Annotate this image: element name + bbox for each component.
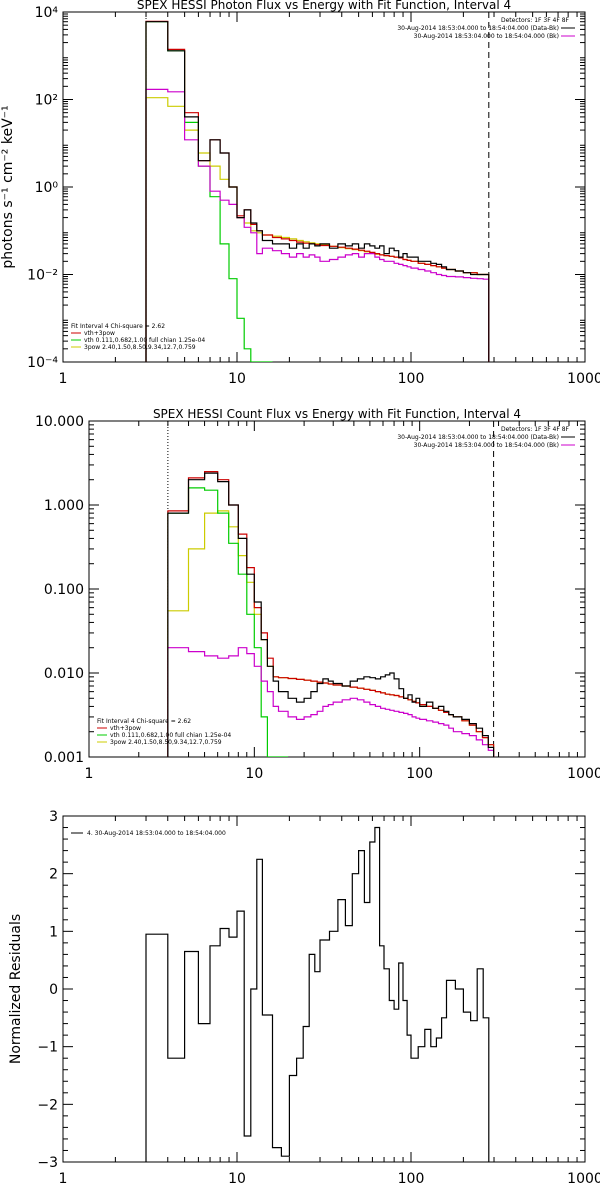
plot-frame (62, 815, 586, 1163)
series-line (145, 21, 490, 362)
legend-bottom-left-entry: Fit Interval 4 Chi-square = 2.62 (97, 718, 191, 725)
series-line (145, 20, 490, 362)
x-tick-label: 100 (398, 1171, 425, 1187)
series-line (145, 97, 490, 362)
y-axis-label: photons s⁻¹ cm⁻² keV⁻¹ (0, 105, 16, 268)
series-group (145, 826, 490, 1162)
legend-entry: 4. 30-Aug-2014 18:53:04.000 to 18:54:04.… (87, 830, 226, 837)
legend-bottom-left-entry: vth+3pow (110, 725, 141, 732)
legend-bottom-left-entry: vth 0.111,0.682,1.00 full chian 1.25e-04 (84, 337, 205, 344)
y-tick-label: 0.100 (44, 582, 84, 598)
y-tick-label: 2 (49, 867, 58, 883)
x-tick-label: 10 (245, 766, 263, 782)
y-tick-label: 0.001 (44, 750, 84, 766)
legend-top-right-entry: 30-Aug-2014 18:53:04.000 to 18:54:04.000… (414, 33, 559, 40)
legend-top-right-entry: 30-Aug-2014 18:53:04.000 to 18:54:04.000… (397, 434, 559, 441)
series-line (145, 21, 273, 362)
x-tick-label: 1000 (567, 1171, 600, 1187)
y-tick-label: 10⁴ (35, 5, 59, 21)
legend-top-right-entry: Detectors: 1F 3F 4F 8F (501, 17, 570, 24)
legend-top-right-entry: 30-Aug-2014 18:53:04.000 to 18:54:04.000… (414, 442, 559, 449)
legend-bottom-left-entry: 3pow 2.40,1.50,8.50,9.34,12.7,0.759 (84, 344, 196, 351)
legend-bottom-left-entry: vth 0.111,0.682,1.00 full chian 1.25e-04 (110, 732, 231, 739)
x-tick-label: 1 (59, 1171, 68, 1187)
legend-top-right-entry: Detectors: 1F 3F 4F 8F (501, 426, 570, 433)
y-tick-label: 3 (49, 809, 58, 825)
y-tick-label: 1.000 (44, 498, 84, 514)
plot-frame (62, 11, 586, 363)
y-tick-label: 10⁻² (27, 268, 58, 284)
legend-bottom-left-entry: vth+3pow (84, 330, 115, 337)
x-tick-label: 1 (59, 371, 68, 387)
x-tick-label: 10 (228, 1171, 246, 1187)
y-tick-label: 0 (49, 982, 58, 998)
y-tick-label: 10² (35, 93, 58, 109)
series-line (167, 647, 495, 757)
series-line (167, 510, 495, 757)
x-tick-label: 100 (398, 371, 425, 387)
series-line (167, 471, 495, 757)
x-tick-label: 10 (228, 371, 246, 387)
series-group (167, 471, 495, 757)
y-tick-label: 10⁰ (35, 180, 59, 196)
y-tick-label: 1 (49, 924, 58, 940)
y-tick-label: 10⁻⁴ (27, 355, 58, 371)
x-tick-label: 1000 (567, 766, 600, 782)
y-tick-label: 0.010 (44, 666, 84, 682)
y-tick-label: 10.000 (35, 414, 84, 430)
x-tick-label: 1000 (567, 371, 600, 387)
series-line (167, 487, 289, 757)
plot-frame (88, 420, 586, 758)
y-tick-label: −2 (37, 1097, 58, 1113)
series-line (145, 826, 490, 1162)
legend-top-right-entry: 30-Aug-2014 18:53:04.000 to 18:54:04.000… (397, 25, 559, 32)
x-tick-label: 1 (85, 766, 94, 782)
y-tick-label: −1 (37, 1040, 58, 1056)
series-line (167, 472, 495, 757)
chart-title: SPEX HESSI Count Flux vs Energy with Fit… (153, 407, 521, 421)
y-tick-label: −3 (37, 1155, 58, 1171)
y-axis-label: Normalized Residuals (8, 914, 24, 1064)
x-tick-label: 100 (406, 766, 433, 782)
chart-title: SPEX HESSI Photon Flux vs Energy with Fi… (137, 0, 511, 12)
legend-bottom-left-entry: 3pow 2.40,1.50,8.50,9.34,12.7,0.759 (110, 739, 222, 746)
legend-bottom-left-entry: Fit Interval 4 Chi-square = 2.62 (71, 323, 165, 330)
series-group (145, 20, 490, 362)
